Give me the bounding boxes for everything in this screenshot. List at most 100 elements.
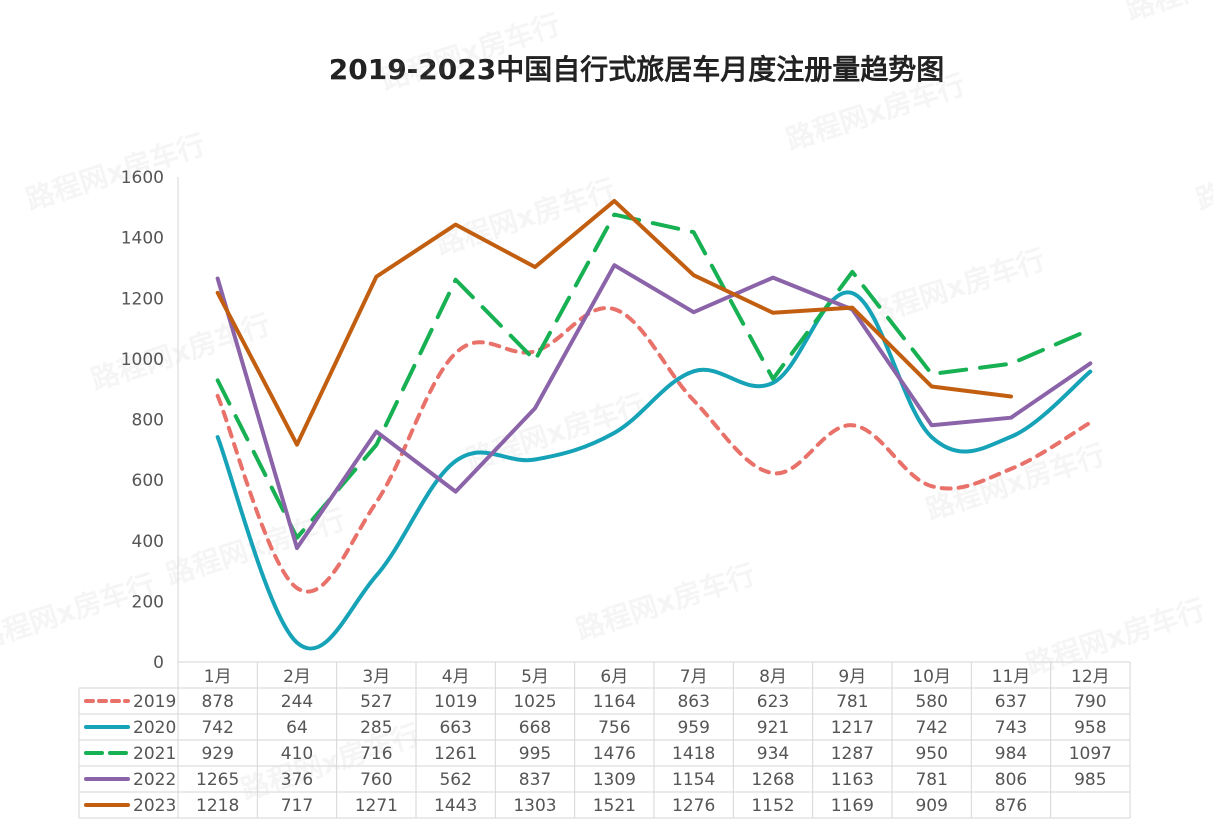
legend-label-2023: 2023 (133, 796, 176, 816)
legend-label-2021: 2021 (133, 744, 176, 764)
y-tick-label: 600 (132, 471, 164, 491)
x-tick-label: 9月 (838, 667, 866, 687)
table-cell: 663 (439, 718, 471, 738)
table-cell: 1154 (672, 770, 715, 790)
table-cell: 1476 (593, 744, 636, 764)
table-cell: 716 (360, 744, 392, 764)
series-line-2022 (215, 263, 1093, 551)
x-tick-label: 6月 (600, 667, 628, 687)
table-cell: 1025 (513, 692, 556, 712)
table-cell: 909 (915, 796, 947, 816)
table-cell: 921 (757, 718, 789, 738)
y-tick-label: 1600 (121, 168, 164, 188)
table-cell: 1521 (593, 796, 636, 816)
legend-label-2020: 2020 (133, 718, 176, 738)
series-line-2023 (215, 198, 1013, 447)
table-cell: 1265 (196, 770, 239, 790)
table-cell: 562 (439, 770, 471, 790)
chart-title: 2019-2023中国自行式旅居车月度注册量趋势图 (328, 53, 945, 86)
x-tick-label: 4月 (442, 667, 470, 687)
table-cell: 742 (201, 718, 233, 738)
watermark-text: 路程网x房车行 (1122, 0, 1213, 27)
table-cell: 863 (677, 692, 709, 712)
table-cell: 1163 (831, 770, 874, 790)
watermark-text: 路程网x房车行 (1022, 593, 1209, 682)
table-cell: 1418 (672, 744, 715, 764)
table-cell: 959 (677, 718, 709, 738)
table-cell: 717 (281, 796, 313, 816)
table-cell: 1443 (434, 796, 477, 816)
table-cell: 1268 (751, 770, 794, 790)
table-cell: 929 (201, 744, 233, 764)
watermark-text: 路程网x房车行 (22, 128, 209, 217)
table-cell: 580 (915, 692, 947, 712)
table-cell: 1303 (513, 796, 556, 816)
watermark-text: 路程网x房车行 (377, 8, 564, 97)
table-cell: 1261 (434, 744, 477, 764)
y-axis: 0 200 400 600 800 1000 1200 1400 1600 (121, 168, 164, 673)
legend-label-2019: 2019 (133, 692, 176, 712)
table-cell: 790 (1074, 692, 1106, 712)
table-cell: 760 (360, 770, 392, 790)
series-line-2019 (215, 305, 1093, 594)
x-tick-label: 7月 (680, 667, 708, 687)
table-cell: 410 (281, 744, 313, 764)
watermark-text: 路程网x房车行 (87, 308, 274, 397)
x-tick-label: 5月 (521, 667, 549, 687)
table-cell: 1097 (1069, 744, 1112, 764)
table-cell: 837 (519, 770, 551, 790)
x-tick-label: 12月 (1071, 667, 1110, 687)
table-cell: 1019 (434, 692, 477, 712)
x-tick-label: 10月 (912, 667, 951, 687)
table-cell: 876 (995, 796, 1027, 816)
table-cell: 285 (360, 718, 392, 738)
table-cell: 995 (519, 744, 551, 764)
table-cell: 376 (281, 770, 313, 790)
watermark-text: 路程网x房车行 (572, 558, 759, 647)
watermark-text: 路程网x房车行 (922, 438, 1109, 527)
x-tick-label: 2月 (283, 667, 311, 687)
table-cell: 781 (836, 692, 868, 712)
table-cell: 64 (286, 718, 308, 738)
table-cell: 1218 (196, 796, 239, 816)
table-cell: 1164 (593, 692, 636, 712)
legend-label-2022: 2022 (133, 770, 176, 790)
table-cell: 985 (1074, 770, 1106, 790)
y-tick-label: 400 (132, 532, 164, 552)
table-cell: 623 (757, 692, 789, 712)
table-cell: 950 (915, 744, 947, 764)
series-lines (215, 198, 1093, 651)
table-cell: 806 (995, 770, 1027, 790)
table-cell: 668 (519, 718, 551, 738)
x-tick-label: 1月 (204, 667, 232, 687)
table-cell: 1217 (831, 718, 874, 738)
y-tick-label: 1000 (121, 350, 164, 370)
table-cell: 1309 (593, 770, 636, 790)
table-cell: 878 (201, 692, 233, 712)
table-cell: 1152 (751, 796, 794, 816)
table-cell: 958 (1074, 718, 1106, 738)
table-cell: 1276 (672, 796, 715, 816)
y-tick-label: 200 (132, 592, 164, 612)
table-cell: 743 (995, 718, 1027, 738)
watermark-text: 路程网x房车行 (1192, 128, 1213, 217)
x-tick-label: 11月 (992, 667, 1031, 687)
table-cell: 244 (281, 692, 313, 712)
table-cell: 934 (757, 744, 789, 764)
watermark-text: 路程网x房车行 (462, 388, 649, 477)
table-cell: 781 (915, 770, 947, 790)
x-tick-label: 8月 (759, 667, 787, 687)
watermark-text: 路程网x房车行 (782, 68, 969, 157)
y-tick-label: 1400 (121, 229, 164, 249)
table-cell: 742 (915, 718, 947, 738)
table-cell: 637 (995, 692, 1027, 712)
table-cell: 1271 (355, 796, 398, 816)
table-cell: 984 (995, 744, 1027, 764)
table-cell: 756 (598, 718, 630, 738)
table-cell: 1287 (831, 744, 874, 764)
table-cell: 1169 (831, 796, 874, 816)
y-tick-label: 800 (132, 411, 164, 431)
watermark-text: 路程网x房车行 (237, 718, 424, 807)
table-cell: 527 (360, 692, 392, 712)
